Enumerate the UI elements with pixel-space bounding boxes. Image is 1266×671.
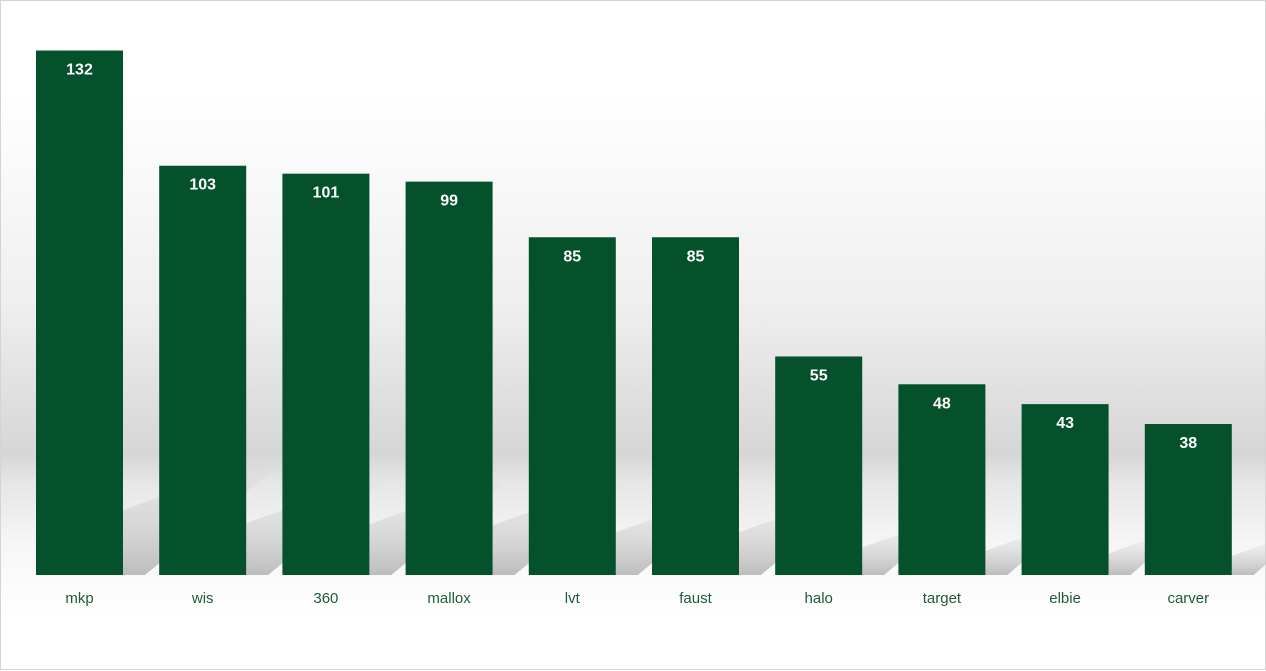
data-label: 103 [189, 177, 216, 194]
data-label: 85 [563, 248, 581, 265]
x-tick-label: mallox [427, 590, 471, 607]
x-tick-label: elbie [1049, 590, 1081, 607]
data-labels-group: 132 103 101 99 85 85 55 48 43 38 [66, 62, 1197, 453]
bar [775, 356, 863, 575]
data-label: 101 [313, 185, 340, 202]
bar [159, 165, 247, 575]
x-tick-label: faust [679, 590, 712, 607]
x-tick-label: carver [1167, 590, 1209, 607]
x-tick-label: 360 [313, 590, 338, 607]
x-tick-label: lvt [565, 590, 581, 607]
x-tick-label: target [923, 590, 962, 607]
bar [36, 50, 123, 575]
x-tick-label: halo [805, 590, 833, 607]
x-tick-label: mkp [65, 590, 93, 607]
bars-group [36, 50, 1232, 575]
data-label: 55 [810, 367, 828, 384]
x-tick-label: wis [191, 590, 214, 607]
data-label: 38 [1179, 435, 1197, 452]
data-label: 43 [1056, 415, 1074, 432]
data-label: 85 [687, 248, 705, 265]
data-label: 48 [933, 395, 951, 412]
bar [528, 237, 616, 575]
bar [652, 237, 739, 575]
bar [1021, 404, 1109, 575]
x-axis-tick-labels: mkp wis 360 mallox lvt faust halo target elbie ca… [65, 590, 1209, 607]
bar [1144, 424, 1232, 575]
data-label: 132 [66, 62, 93, 79]
bar [898, 384, 986, 575]
bar [405, 181, 493, 575]
bar-shadow [1231, 543, 1266, 575]
bar [282, 173, 370, 575]
data-label: 99 [440, 193, 458, 210]
